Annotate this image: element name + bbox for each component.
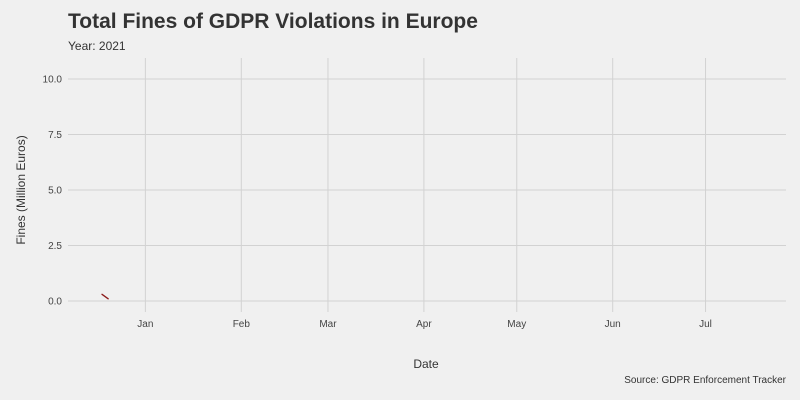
y-tick-label: 2.5 bbox=[48, 241, 62, 252]
x-axis-title: Date bbox=[413, 357, 439, 371]
y-tick-label: 5.0 bbox=[48, 186, 62, 197]
x-tick-label: Mar bbox=[319, 319, 337, 330]
x-tick-label: May bbox=[507, 319, 526, 330]
y-tick-label: 7.5 bbox=[48, 130, 62, 141]
x-tick-label: Jan bbox=[137, 319, 153, 330]
grid bbox=[68, 58, 786, 312]
tick-labels: 0.0 2.5 5.0 7.5 10.0 Jan Feb Mar Apr May Jun Jul bbox=[43, 75, 712, 331]
x-tick-label: Feb bbox=[233, 319, 251, 330]
x-tick-label: Jun bbox=[605, 319, 621, 330]
y-axis-title: Fines (Million Euros) bbox=[14, 135, 28, 244]
chart-subtitle: Year: 2021 bbox=[68, 39, 126, 53]
chart-title: Total Fines of GDPR Violations in Europe bbox=[68, 10, 478, 33]
y-tick-label: 0.0 bbox=[48, 297, 62, 308]
series-line bbox=[101, 293, 109, 300]
x-tick-label: Jul bbox=[699, 319, 712, 330]
series-layer bbox=[101, 293, 109, 300]
y-tick-label: 10.0 bbox=[43, 75, 63, 86]
chart-caption: Source: GDPR Enforcement Tracker bbox=[624, 375, 786, 386]
x-tick-label: Apr bbox=[416, 319, 432, 330]
